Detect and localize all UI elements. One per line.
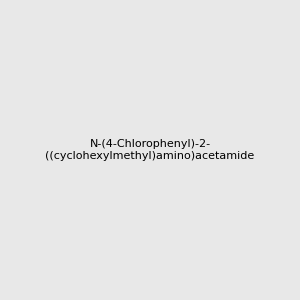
Text: N-(4-Chlorophenyl)-2-
((cyclohexylmethyl)amino)acetamide: N-(4-Chlorophenyl)-2- ((cyclohexylmethyl… bbox=[45, 139, 255, 161]
